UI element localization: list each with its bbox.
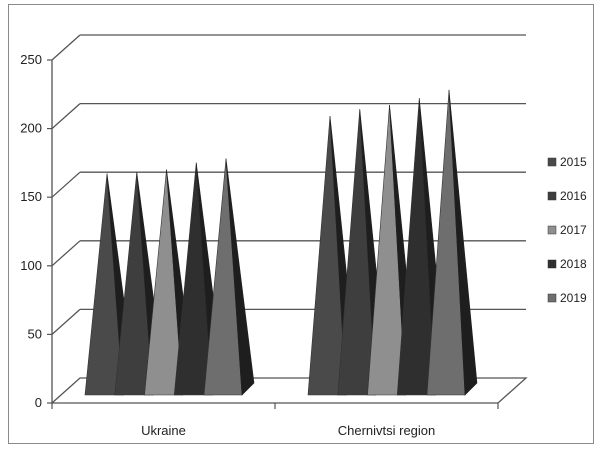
pyramid-side-face <box>448 89 478 396</box>
pyramid-ukraine-2019 <box>203 158 255 396</box>
gridline-side <box>51 34 81 61</box>
legend-label: 2019 <box>560 291 587 305</box>
legend-label: 2018 <box>560 257 587 271</box>
chart-floor <box>50 377 528 404</box>
chart-walls <box>50 60 528 409</box>
legend-swatch <box>547 259 557 269</box>
data-marks <box>84 89 478 396</box>
gridline-side <box>51 171 81 198</box>
y-tick-label: 150 <box>20 189 42 204</box>
legend-label: 2015 <box>560 155 587 169</box>
legend: 2015 2016 2017 2018 2019 <box>547 155 587 305</box>
legend-swatch <box>547 293 557 303</box>
y-axis-ticks: 0 50 100 150 200 250 <box>20 52 52 410</box>
category-label: Chernivtsi region <box>338 423 436 438</box>
legend-swatch <box>547 225 557 235</box>
y-tick-label: 50 <box>28 326 42 341</box>
legend-swatch <box>547 191 557 201</box>
legend-swatch <box>547 157 557 167</box>
y-tick-label: 0 <box>35 395 42 410</box>
y-tick-label: 200 <box>20 121 42 136</box>
gridline-side <box>51 308 81 335</box>
legend-label: 2017 <box>560 223 587 237</box>
x-axis-categories: Ukraine Chernivtsi region <box>141 423 435 438</box>
gridline-side <box>51 103 81 130</box>
pyramid-chernivtsi-region-2019 <box>426 89 478 396</box>
y-tick-label: 250 <box>20 52 42 67</box>
category-label: Ukraine <box>141 423 186 438</box>
y-tick-label: 100 <box>20 258 42 273</box>
gridline-side <box>51 240 81 267</box>
legend-label: 2016 <box>560 189 587 203</box>
pyramid-side-face <box>225 158 255 396</box>
